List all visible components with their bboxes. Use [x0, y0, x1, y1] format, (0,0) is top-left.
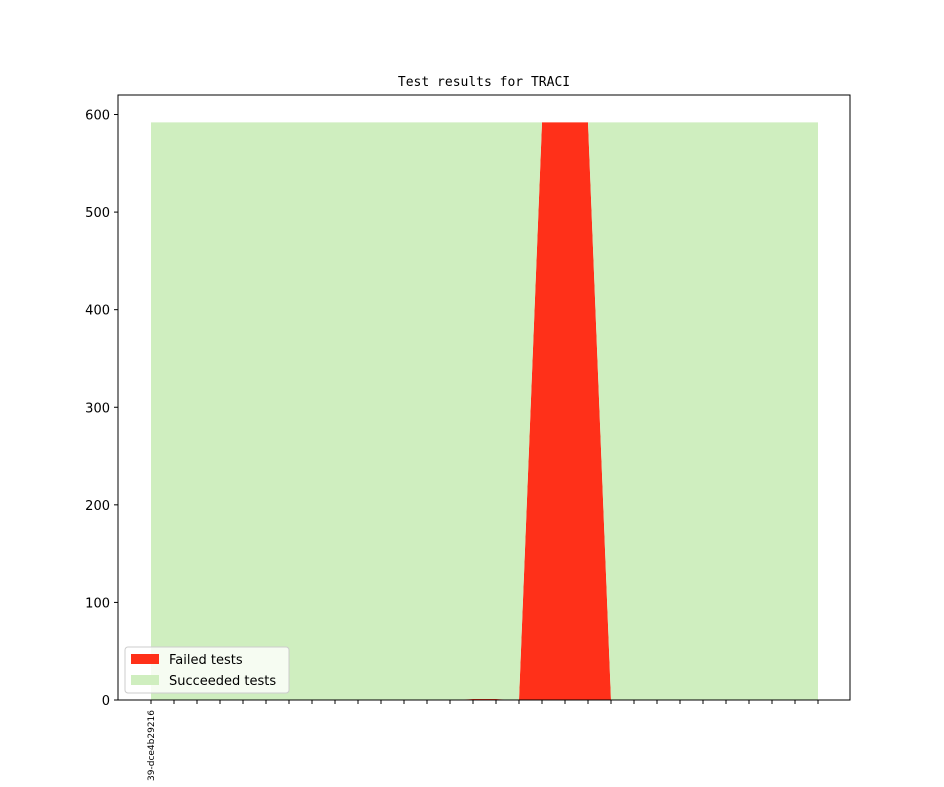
legend-box [124, 646, 290, 694]
y-tick-label: 400 [85, 304, 110, 319]
y-tick-label: 100 [85, 596, 110, 611]
plot-frame [117, 94, 851, 701]
y-tick-label: 500 [85, 206, 110, 221]
legend: Failed tests Succeeded tests [124, 646, 290, 694]
x-axis: 39-dce4b29216 [147, 700, 819, 781]
legend-label: Failed tests [169, 653, 243, 668]
plot-area [151, 122, 818, 701]
x-tick-label: 39-dce4b29216 [147, 710, 157, 781]
area-succeeded-tests [151, 122, 818, 701]
chart-title: Test results for TRACI [398, 75, 570, 90]
legend-label: Succeeded tests [169, 674, 276, 689]
legend-swatch [131, 654, 159, 664]
y-tick-label: 200 [85, 499, 110, 514]
y-tick-label: 600 [85, 109, 110, 124]
y-axis: 0 100 200 300 400 500 600 [85, 109, 118, 709]
legend-swatch [131, 675, 159, 685]
y-tick-label: 300 [85, 401, 110, 416]
y-tick-label: 0 [102, 694, 110, 709]
